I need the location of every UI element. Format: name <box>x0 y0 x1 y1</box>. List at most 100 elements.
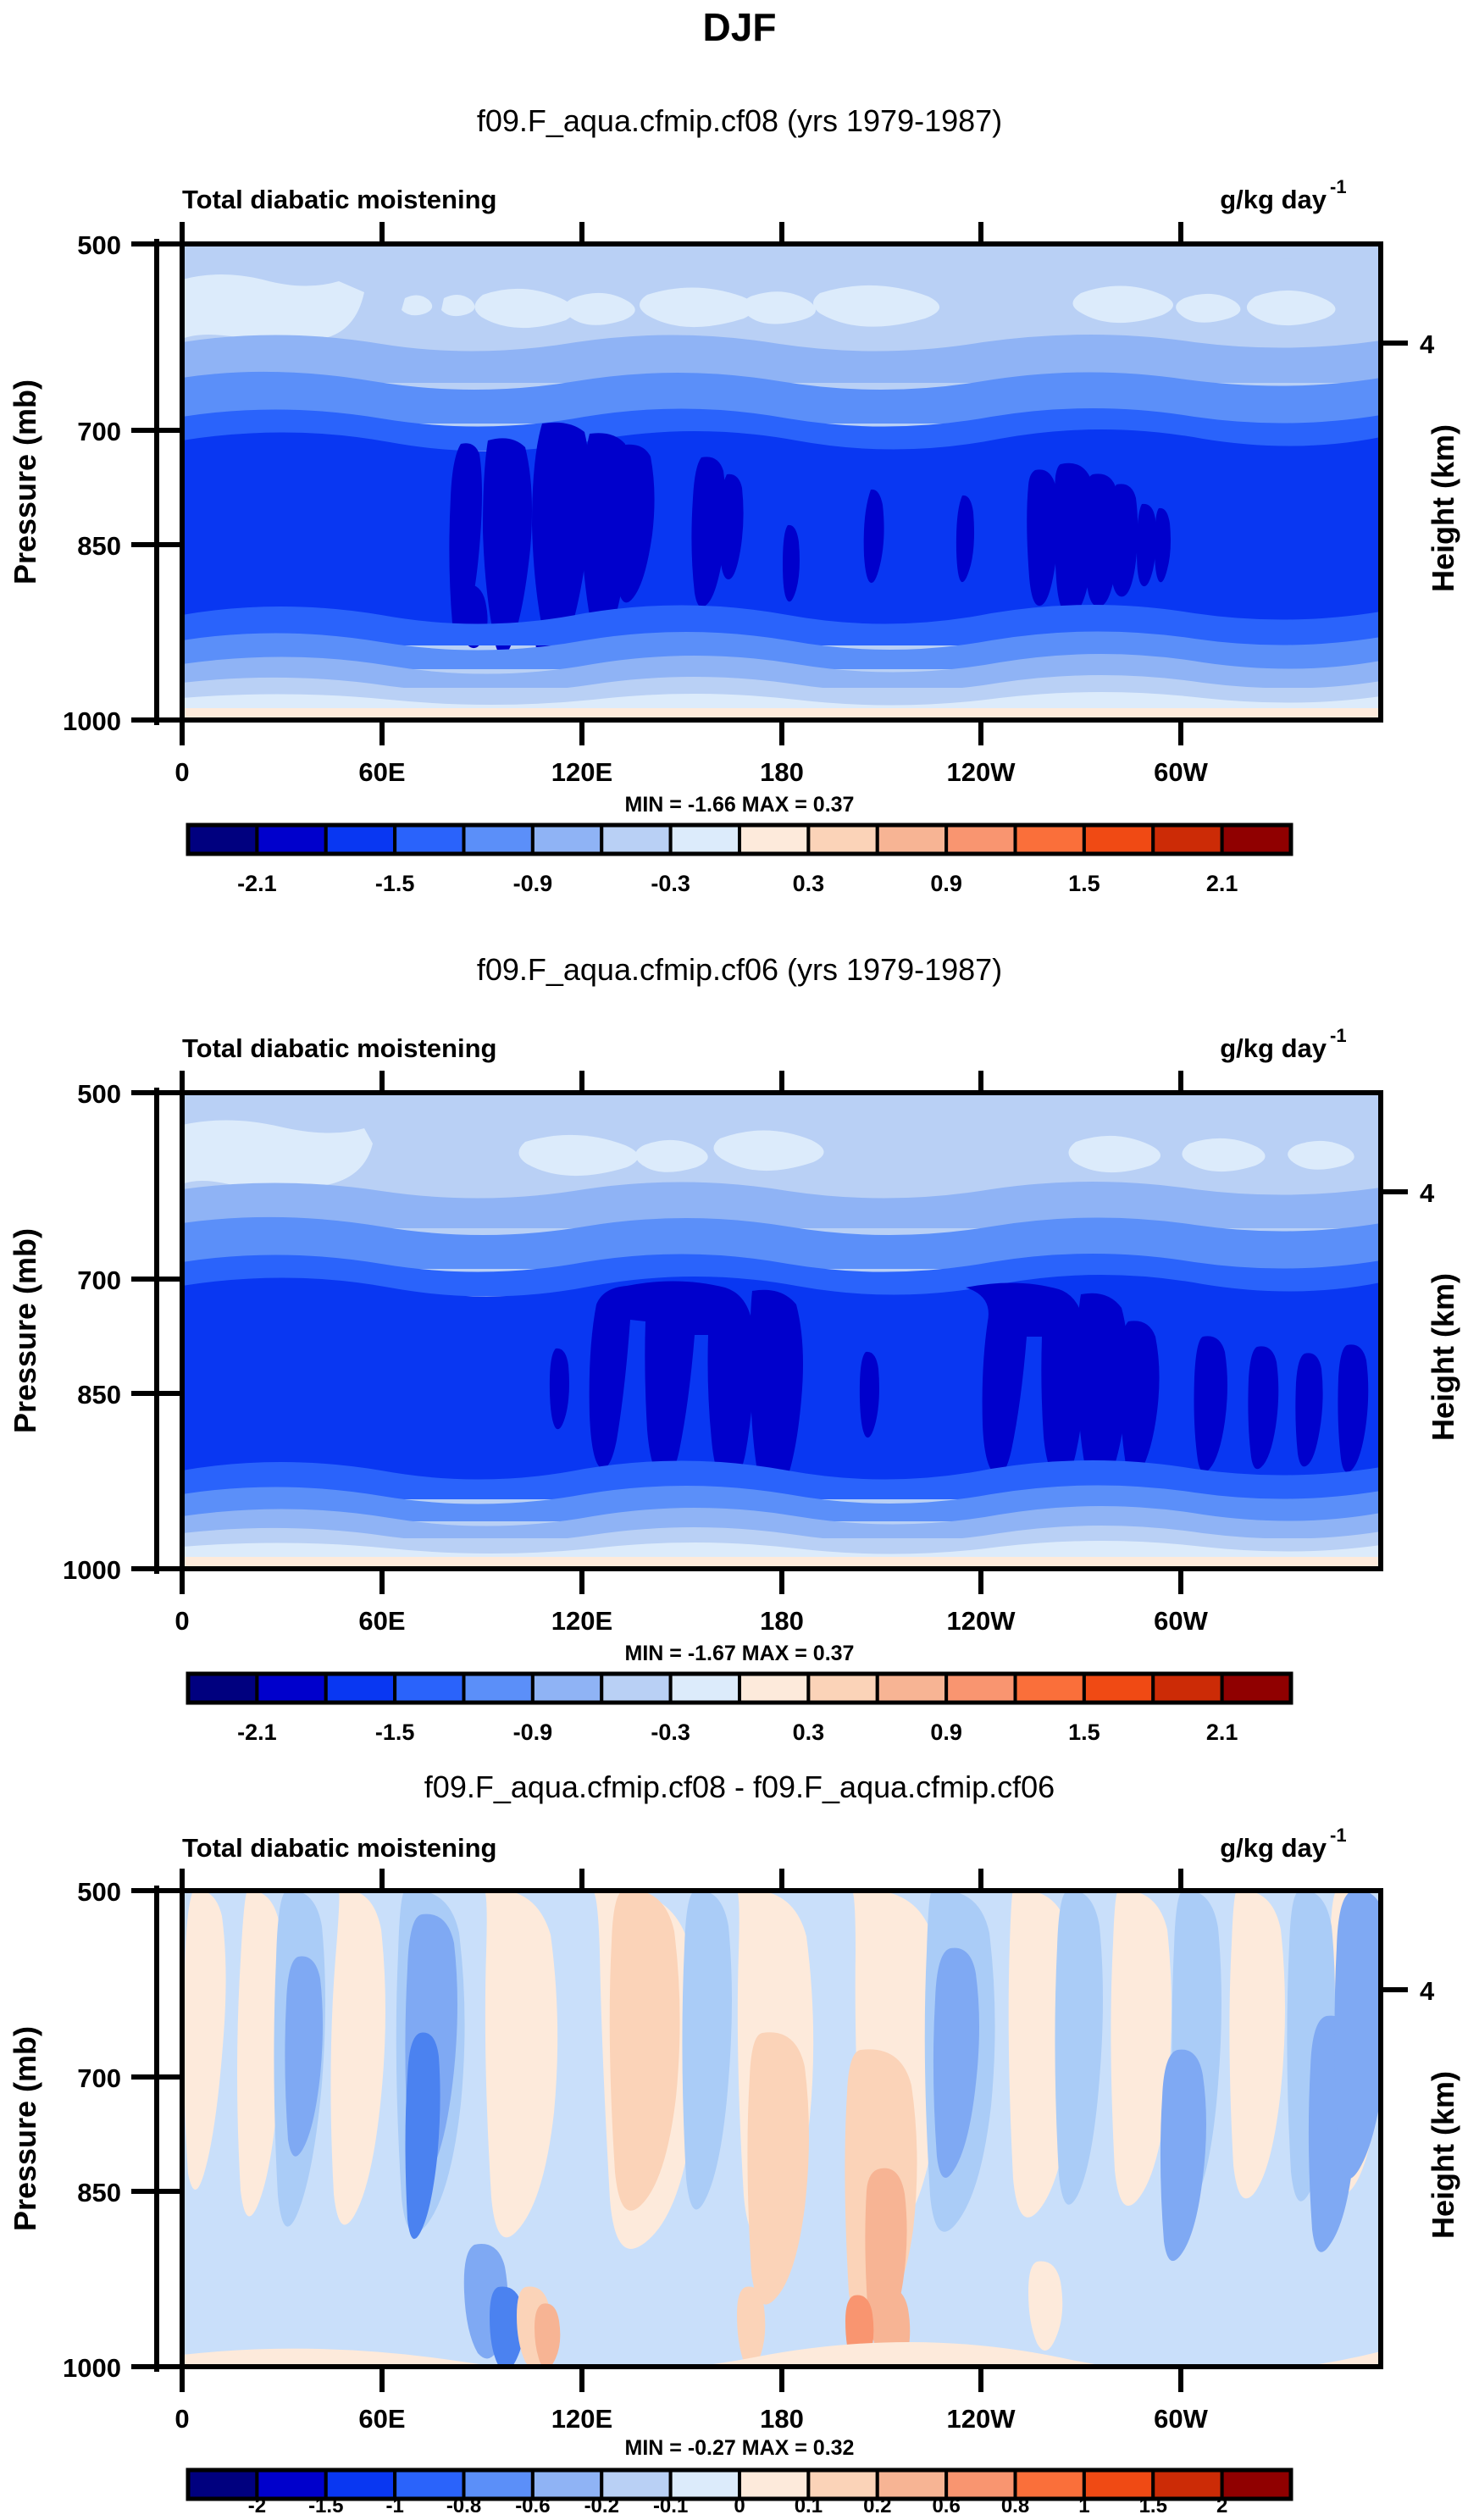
colorbar-segment <box>462 823 535 856</box>
colorbar-tick-label: -0.6 <box>515 2495 550 2517</box>
colorbar-segment <box>806 1672 879 1704</box>
panel-middle-field-label: Total diabatic moistening <box>182 1033 496 1063</box>
colorbar-tick-label: -2.1 <box>237 871 277 896</box>
panel-bottom-ytick-1000: 1000 <box>63 2353 121 2383</box>
panel-bottom-xtick-180: 180 <box>760 2404 804 2434</box>
panel-bottom-ytick-700: 700 <box>77 2063 121 2093</box>
panel-top-ylabel: Pressure (mb) <box>8 379 42 584</box>
colorbar-tick-label: 0.3 <box>793 1720 825 1745</box>
colorbar-segment <box>944 823 1017 856</box>
panel-top-units: g/kg day <box>1220 185 1327 214</box>
panel-top-units-exponent: -1 <box>1330 176 1347 197</box>
panel-bottom: f09.F_aqua.cfmip.cf08 - f09.F_aqua.cfmip… <box>8 1770 1460 2517</box>
panel-bottom-subtitle: f09.F_aqua.cfmip.cf08 - f09.F_aqua.cfmip… <box>424 1770 1055 1804</box>
colorbar-tick-label: 2.1 <box>1206 1720 1238 1745</box>
panel-top-y-axis <box>131 239 182 725</box>
colorbar-tick-label: -1.5 <box>308 2495 343 2517</box>
colorbar-tick-label: 0.1 <box>795 2495 823 2517</box>
panel-top-y2tick-4: 4 <box>1420 330 1435 359</box>
colorbar-segment <box>1151 823 1224 856</box>
panel-middle-minmax: MIN = -1.67 MAX = 0.37 <box>625 1642 855 1665</box>
panel-top-xtick-120W: 120W <box>947 757 1016 787</box>
panel-bottom-xtick-60W: 60W <box>1154 2404 1208 2434</box>
colorbar-segment <box>462 1672 535 1704</box>
panel-top-ytick-850: 850 <box>77 531 121 561</box>
panel-middle-y-axis <box>131 1088 182 1574</box>
panel-middle-colorbar <box>186 1671 1293 1705</box>
panel-bottom-plot-area <box>182 1891 1381 2367</box>
panel-middle-xtick-60E: 60E <box>358 1606 405 1636</box>
panel-middle-y2label: Height (km) <box>1426 1273 1460 1441</box>
colorbar-segment <box>944 2468 1017 2501</box>
panel-top-xtick-120E: 120E <box>551 757 612 787</box>
panel-middle-ytick-850: 850 <box>77 1380 121 1410</box>
panel-top-xtick-60E: 60E <box>358 757 405 787</box>
colorbar-tick-label: -0.2 <box>584 2495 619 2517</box>
colorbar-tick-label: 0.3 <box>793 871 825 896</box>
colorbar-segment <box>530 1672 604 1704</box>
panel-middle-ytick-700: 700 <box>77 1266 121 1295</box>
panel-bottom-ylabel: Pressure (mb) <box>8 2026 42 2231</box>
panel-bottom-units-exponent: -1 <box>1330 1825 1347 1846</box>
colorbar-segment <box>255 823 328 856</box>
panel-middle-plot-area <box>182 1093 1381 1569</box>
colorbar-segment <box>668 823 742 856</box>
panel-top-xtick-0: 0 <box>174 757 189 787</box>
panel-bottom-xtick-60E: 60E <box>358 2404 405 2434</box>
panel-bottom-xtick-120W: 120W <box>947 2404 1016 2434</box>
colorbar-segment <box>393 823 466 856</box>
colorbar-tick-label: 0.9 <box>930 871 962 896</box>
colorbar-segment <box>944 1672 1017 1704</box>
panel-top-ytick-700: 700 <box>77 417 121 446</box>
panel-top-plot-area <box>182 244 1381 720</box>
panel-bottom-y-axis <box>131 1886 182 2372</box>
panel-middle-x-axis <box>180 1071 1183 1594</box>
colorbar-segment <box>600 1672 673 1704</box>
colorbar-tick-label: -2 <box>248 2495 266 2517</box>
panel-middle-subtitle: f09.F_aqua.cfmip.cf06 (yrs 1979-1987) <box>477 952 1002 987</box>
panel-bottom-colorbar-labels: -2 -1.5 -1 -0.8 -0.6 -0.2 -0.1 0 0.1 0.2 0.6 0.8 1 1.… <box>248 2495 1228 2517</box>
colorbar-segment <box>875 823 949 856</box>
colorbar-segment <box>1220 1672 1293 1704</box>
colorbar-tick-label: -0.9 <box>513 1720 553 1745</box>
panel-middle: f09.F_aqua.cfmip.cf06 (yrs 1979-1987) To… <box>8 952 1460 1745</box>
panel-bottom-colorbar <box>186 2467 1293 2501</box>
colorbar-segment <box>324 1672 397 1704</box>
colorbar-segment <box>738 823 811 856</box>
colorbar-segment <box>1220 2468 1293 2501</box>
panel-top-minmax: MIN = -1.66 MAX = 0.37 <box>625 793 855 817</box>
panel-top-xtick-180: 180 <box>760 757 804 787</box>
panel-bottom-units: g/kg day <box>1220 1833 1327 1863</box>
colorbar-tick-label: 0.2 <box>863 2495 891 2517</box>
colorbar-segment <box>1082 1672 1155 1704</box>
colorbar-segment <box>1082 823 1155 856</box>
panel-middle-ytick-1000: 1000 <box>63 1555 121 1585</box>
colorbar-tick-label: -2.1 <box>237 1720 277 1745</box>
panel-middle-xtick-180: 180 <box>760 1606 804 1636</box>
panel-top-x-axis <box>180 222 1183 745</box>
colorbar-segment <box>186 2468 259 2501</box>
panel-middle-colorbar-labels: -2.1 -1.5 -0.9 -0.3 0.3 0.9 1.5 2.1 <box>237 1720 1238 1745</box>
panel-top-field-label: Total diabatic moistening <box>182 185 496 214</box>
colorbar-tick-label: 1 <box>1078 2495 1089 2517</box>
panel-top-ytick-500: 500 <box>77 230 121 260</box>
panel-top-colorbar <box>186 822 1293 856</box>
colorbar-tick-label: -1 <box>385 2495 403 2517</box>
colorbar-segment <box>875 1672 949 1704</box>
colorbar-segment <box>1220 823 1293 856</box>
panel-bottom-ytick-500: 500 <box>77 1877 121 1907</box>
colorbar-segment <box>1013 823 1086 856</box>
colorbar-segment <box>1151 1672 1224 1704</box>
colorbar-tick-label: 2.1 <box>1206 871 1238 896</box>
colorbar-tick-label: -0.1 <box>653 2495 688 2517</box>
colorbar-tick-label: -1.5 <box>375 871 415 896</box>
panel-bottom-y2tick-4: 4 <box>1420 1976 1435 2006</box>
colorbar-segment <box>806 823 879 856</box>
colorbar-segment <box>600 823 673 856</box>
colorbar-tick-label: -0.9 <box>513 871 553 896</box>
panel-middle-xtick-60W: 60W <box>1154 1606 1208 1636</box>
panel-middle-xtick-120W: 120W <box>947 1606 1016 1636</box>
panel-top-y2label: Height (km) <box>1426 424 1460 592</box>
colorbar-segment <box>255 1672 328 1704</box>
